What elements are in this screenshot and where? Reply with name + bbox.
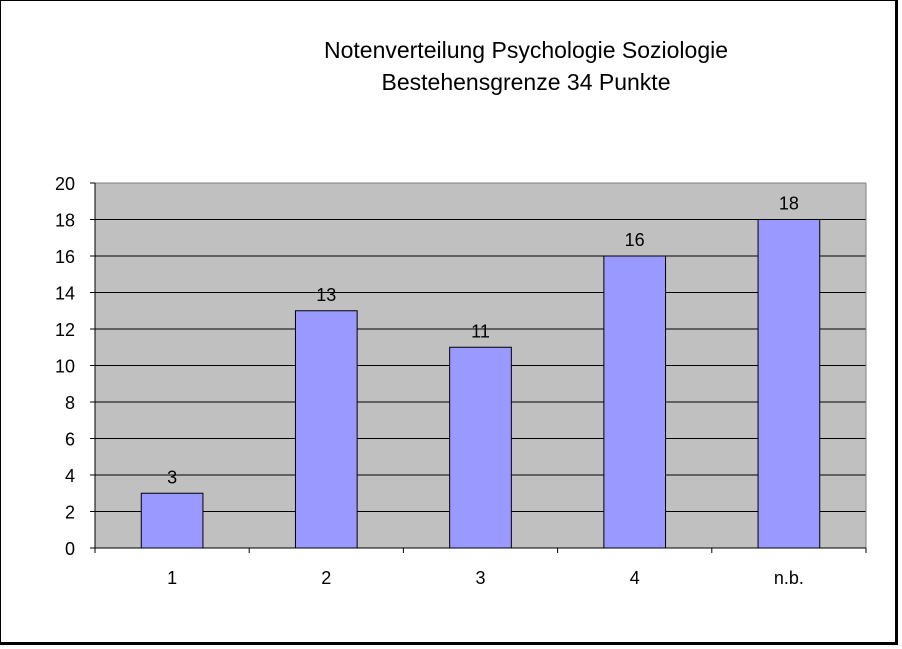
bar-4: [604, 256, 666, 548]
data-label: 16: [625, 230, 645, 250]
bar-2: [295, 311, 357, 548]
y-tick-label: 16: [55, 247, 75, 267]
y-tick-label: 10: [55, 357, 75, 377]
y-tick-label: 18: [55, 211, 75, 231]
y-tick-label: 20: [55, 174, 75, 194]
data-label: 18: [779, 194, 799, 214]
y-tick-label: 6: [65, 430, 75, 450]
data-label: 3: [167, 467, 177, 487]
y-tick-label: 14: [55, 284, 75, 304]
y-tick-label: 12: [55, 320, 75, 340]
x-tick-label: n.b.: [774, 568, 804, 588]
data-label: 11: [471, 321, 490, 341]
y-tick-label: 4: [65, 466, 75, 486]
bar-n.b.: [758, 220, 820, 549]
x-tick-label: 1: [167, 568, 177, 588]
y-tick-label: 2: [65, 503, 75, 523]
bar-3: [450, 347, 512, 548]
x-tick-label: 2: [321, 568, 331, 588]
x-tick-label: 3: [475, 568, 485, 588]
x-tick-label: 4: [630, 568, 640, 588]
y-tick-label: 0: [65, 539, 75, 559]
y-tick-label: 8: [65, 393, 75, 413]
data-label: 13: [316, 285, 336, 305]
bar-1: [141, 493, 203, 548]
